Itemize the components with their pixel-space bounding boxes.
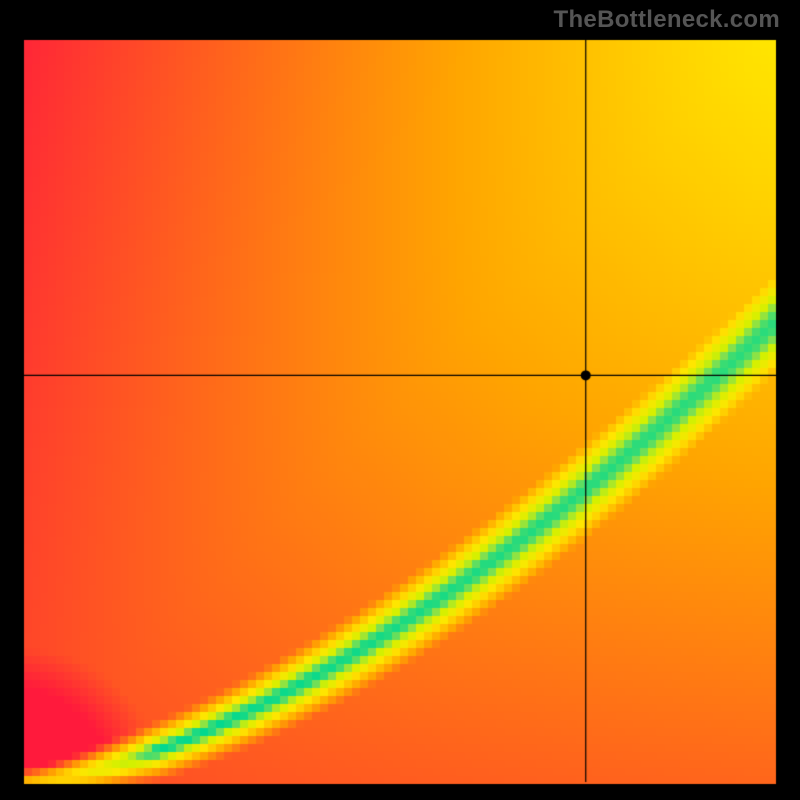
- watermark-text: TheBottleneck.com: [554, 6, 780, 34]
- bottleneck-heatmap: [0, 0, 800, 800]
